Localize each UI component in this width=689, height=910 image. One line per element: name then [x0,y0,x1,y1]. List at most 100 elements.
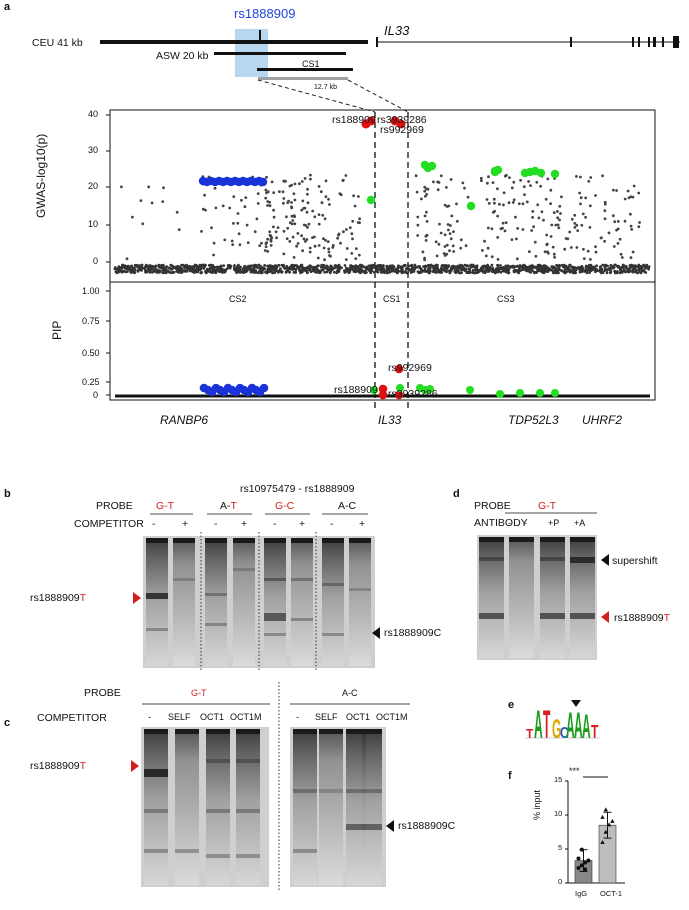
pip-cs1-point [378,390,388,400]
pip-scatter [115,364,650,400]
f-xtick-igg: IgG [575,889,588,898]
pip-label-rs188909: rs188909 [334,384,378,396]
gel-lane [236,729,260,885]
pip-y-axis [106,290,110,396]
panel-b-title: rs10975479 - rs1888909 [240,483,355,495]
gel-lane [233,538,255,666]
f-ytick-5: 5 [558,843,563,852]
gel-lane [479,537,504,658]
motif-letter: T [526,726,534,741]
pip-cs1-point [378,384,388,394]
gwas-ytick-0: 0 [93,256,99,266]
gel-lane [291,538,313,666]
gel-lane [293,729,317,885]
c-lane-7: OCT1 [346,712,371,722]
pip-plot-frame [109,281,656,401]
panel-b-probe-label: PROBE [96,500,133,512]
gwas-y-axis [106,114,110,263]
lane-mark-7: - [330,518,334,530]
igg-point [579,863,584,868]
motif-letter: G [552,715,561,745]
il33-exons [376,36,679,48]
top-snp-label: rs1888909 [234,6,296,21]
motif-letter: A [582,709,591,746]
panel-b-right-band-label: rs1888909C [384,627,442,639]
panel-c-right-band-label: rs1888909C [398,820,456,832]
igg-point [583,860,588,865]
f-xtick-oct1: OCT-1 [600,889,623,898]
panel-b-black-arrow [372,627,380,639]
c-lane-6: SELF [315,712,338,722]
pip-cs3-point [536,389,544,397]
pip-ytick-075: 0.75 [82,316,100,326]
lane-mark-5: - [273,518,277,530]
probe-a-c: A-C [338,500,357,512]
f-ytick-15: 15 [554,775,563,784]
supershift-arrow [601,554,609,566]
pip-cs3-point [551,389,559,397]
panel-d-letter: d [453,488,460,500]
lane-mark-2: + [182,518,189,530]
gene-ranbp6: RANBP6 [160,413,209,427]
motif-letter: A [534,703,543,748]
oct1-point [610,818,615,823]
panel-d-antibody-label: ANTIBODY [474,517,528,529]
panel-c-left-band-label: rs1888909T [30,760,87,772]
zoom-line-left [257,79,376,113]
lane-mark-1: - [152,518,156,530]
pip-cs3-point [516,389,524,397]
cs2-label: CS2 [229,294,247,304]
gwas-cs3-point [366,195,376,205]
panel-b-left-band-label: rs1888909T [30,592,87,604]
igg-point [583,867,588,872]
probe-a-t: A-T [220,500,237,512]
c-lane-5: - [296,712,299,722]
gwas-cs3-point [427,161,437,171]
gel-lane [509,537,534,658]
gel-lane [175,729,199,885]
d-lane-4: +A [574,518,586,528]
panel-c-probe-label: PROBE [84,687,121,699]
il33-gene-title: IL33 [384,23,410,38]
d-lane-1: - [508,518,511,528]
panel-f-significance: *** [569,766,580,776]
panel-c-probe-ac: A-C [342,688,358,698]
asw-label: ASW 20 kb [156,50,209,62]
pip-label-rs3939286: rs3939286 [388,388,438,400]
panel-c-black-arrow [386,820,394,832]
motif-letter: A [566,704,575,746]
lane-mark-3: - [214,518,218,530]
gene-il33: IL33 [378,413,402,427]
pip-cs1-point [394,364,404,374]
panel-c-red-arrow [131,760,139,772]
pip-cs3-point [370,386,378,394]
pip-label-rs992969: rs992969 [388,362,432,374]
gwas-ytick-10: 10 [88,219,99,229]
lane-mark-4: + [241,518,248,530]
gwas-cs3-point [536,168,546,178]
igg-point [586,858,591,863]
pip-ytick-0: 0 [93,390,99,400]
probe-g-t: G-T [156,500,175,512]
asw-bar [214,52,346,55]
panel-d-probe-label: PROBE [474,500,511,512]
gwas-label-rs992969: rs992969 [380,124,424,136]
c-lane-4: OCT1M [230,712,262,722]
gel-lane [349,538,371,666]
oct1-point [603,807,608,812]
pip-cs3-point [396,384,404,392]
supershift-label: supershift [612,555,658,567]
gel-lane [322,538,344,666]
gene-uhrf2: UHRF2 [582,413,623,427]
gel-lane [146,538,168,666]
gwas-cs3-point [550,169,560,179]
motif-letter: A [574,704,583,746]
pip-cs2-point [259,383,269,393]
gel-lane [319,729,343,885]
motif-letter: C [560,723,569,741]
